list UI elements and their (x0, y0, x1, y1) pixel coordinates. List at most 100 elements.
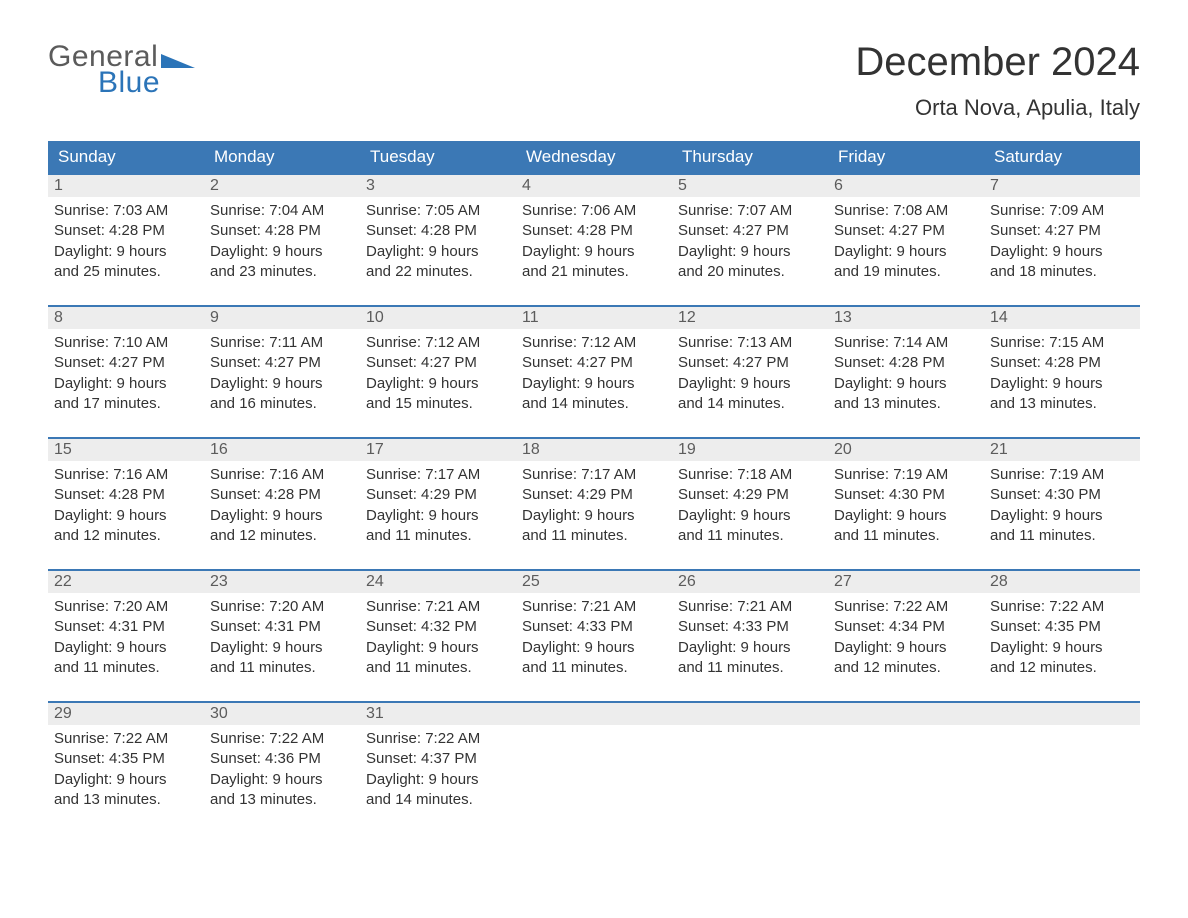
day-dl1: Daylight: 9 hours (834, 506, 978, 526)
day-number: 17 (360, 439, 516, 461)
day-number: 31 (360, 703, 516, 725)
day-dl2: and 13 minutes. (54, 790, 198, 810)
day-dl1: Daylight: 9 hours (678, 242, 822, 262)
day-dl1: Daylight: 9 hours (990, 242, 1134, 262)
day-dl1: Daylight: 9 hours (366, 506, 510, 526)
day-details: Sunrise: 7:16 AMSunset: 4:28 PMDaylight:… (204, 461, 360, 552)
day-sunset: Sunset: 4:28 PM (366, 221, 510, 241)
day-sunset: Sunset: 4:36 PM (210, 749, 354, 769)
day-number: 12 (672, 307, 828, 329)
day-sunrise: Sunrise: 7:20 AM (210, 597, 354, 617)
day-sunrise: Sunrise: 7:17 AM (522, 465, 666, 485)
day-sunrise: Sunrise: 7:03 AM (54, 201, 198, 221)
calendar-cell: 2 Sunrise: 7:04 AMSunset: 4:28 PMDaylight… (204, 173, 360, 305)
day-dl1: Daylight: 9 hours (54, 770, 198, 790)
day-number: 28 (984, 571, 1140, 593)
calendar-cell: 21Sunrise: 7:19 AMSunset: 4:30 PMDayligh… (984, 437, 1140, 569)
day-sunset: Sunset: 4:28 PM (990, 353, 1134, 373)
day-sunrise: Sunrise: 7:04 AM (210, 201, 354, 221)
day-cell: 5Sunrise: 7:07 AMSunset: 4:27 PMDaylight… (672, 173, 828, 288)
day-dl2: and 25 minutes. (54, 262, 198, 282)
day-dl2: and 19 minutes. (834, 262, 978, 282)
day-cell: 16Sunrise: 7:16 AMSunset: 4:28 PMDayligh… (204, 437, 360, 552)
day-dl1: Daylight: 9 hours (210, 770, 354, 790)
day-dl1: Daylight: 9 hours (522, 638, 666, 658)
day-sunset: Sunset: 4:29 PM (366, 485, 510, 505)
header-row: General Blue December 2024 Orta Nova, Ap… (48, 40, 1140, 121)
day-cell: 14Sunrise: 7:15 AMSunset: 4:28 PMDayligh… (984, 305, 1140, 420)
day-number: 20 (828, 439, 984, 461)
calendar-cell: 9Sunrise: 7:11 AMSunset: 4:27 PMDaylight… (204, 305, 360, 437)
day-sunrise: Sunrise: 7:17 AM (366, 465, 510, 485)
day-dl2: and 23 minutes. (210, 262, 354, 282)
day-sunset: Sunset: 4:27 PM (210, 353, 354, 373)
day-sunrise: Sunrise: 7:22 AM (834, 597, 978, 617)
day-number: 6 (828, 175, 984, 197)
day-number: 19 (672, 439, 828, 461)
day-number: 15 (48, 439, 204, 461)
calendar-body: 1Sunrise: 7:03 AMSunset: 4:28 PMDaylight… (48, 173, 1140, 833)
day-sunset: Sunset: 4:33 PM (678, 617, 822, 637)
day-dl1: Daylight: 9 hours (366, 770, 510, 790)
day-sunrise: Sunrise: 7:12 AM (522, 333, 666, 353)
day-sunset: Sunset: 4:29 PM (522, 485, 666, 505)
empty-cell (984, 701, 1140, 725)
day-dl2: and 17 minutes. (54, 394, 198, 414)
day-sunrise: Sunrise: 7:11 AM (210, 333, 354, 353)
day-details: Sunrise: 7:05 AMSunset: 4:28 PMDaylight:… (360, 197, 516, 288)
day-cell: 26Sunrise: 7:21 AMSunset: 4:33 PMDayligh… (672, 569, 828, 684)
day-details: Sunrise: 7:17 AMSunset: 4:29 PMDaylight:… (516, 461, 672, 552)
day-number: 2 (204, 175, 360, 197)
day-sunrise: Sunrise: 7:09 AM (990, 201, 1134, 221)
day-dl1: Daylight: 9 hours (678, 638, 822, 658)
day-cell: 3Sunrise: 7:05 AMSunset: 4:28 PMDaylight… (360, 173, 516, 288)
calendar-cell: 13Sunrise: 7:14 AMSunset: 4:28 PMDayligh… (828, 305, 984, 437)
day-sunset: Sunset: 4:27 PM (54, 353, 198, 373)
day-dl1: Daylight: 9 hours (210, 242, 354, 262)
day-dl1: Daylight: 9 hours (210, 638, 354, 658)
day-dl2: and 11 minutes. (834, 526, 978, 546)
day-dl2: and 11 minutes. (54, 658, 198, 678)
day-cell: 11Sunrise: 7:12 AMSunset: 4:27 PMDayligh… (516, 305, 672, 420)
weekday-header: Tuesday (360, 141, 516, 173)
day-cell: 28Sunrise: 7:22 AMSunset: 4:35 PMDayligh… (984, 569, 1140, 684)
calendar-cell: 27Sunrise: 7:22 AMSunset: 4:34 PMDayligh… (828, 569, 984, 701)
day-sunset: Sunset: 4:28 PM (834, 353, 978, 373)
day-dl1: Daylight: 9 hours (678, 506, 822, 526)
day-number: 21 (984, 439, 1140, 461)
weekday-header: Friday (828, 141, 984, 173)
day-details: Sunrise: 7:22 AMSunset: 4:34 PMDaylight:… (828, 593, 984, 684)
day-dl2: and 13 minutes. (834, 394, 978, 414)
day-sunrise: Sunrise: 7:14 AM (834, 333, 978, 353)
day-dl1: Daylight: 9 hours (678, 374, 822, 394)
day-cell: 12Sunrise: 7:13 AMSunset: 4:27 PMDayligh… (672, 305, 828, 420)
day-dl1: Daylight: 9 hours (522, 242, 666, 262)
day-number: 18 (516, 439, 672, 461)
day-cell: 2 Sunrise: 7:04 AMSunset: 4:28 PMDaylight… (204, 173, 360, 288)
calendar-header: SundayMondayTuesdayWednesdayThursdayFrid… (48, 141, 1140, 173)
day-details: Sunrise: 7:17 AMSunset: 4:29 PMDaylight:… (360, 461, 516, 552)
day-cell: 13Sunrise: 7:14 AMSunset: 4:28 PMDayligh… (828, 305, 984, 420)
empty-day-number (984, 703, 1140, 725)
day-sunset: Sunset: 4:32 PM (366, 617, 510, 637)
day-cell: 23Sunrise: 7:20 AMSunset: 4:31 PMDayligh… (204, 569, 360, 684)
day-sunset: Sunset: 4:35 PM (990, 617, 1134, 637)
day-sunrise: Sunrise: 7:21 AM (678, 597, 822, 617)
title-block: December 2024 Orta Nova, Apulia, Italy (855, 40, 1140, 121)
calendar-week-row: 29Sunrise: 7:22 AMSunset: 4:35 PMDayligh… (48, 701, 1140, 833)
day-sunset: Sunset: 4:28 PM (522, 221, 666, 241)
calendar-cell: 20Sunrise: 7:19 AMSunset: 4:30 PMDayligh… (828, 437, 984, 569)
day-dl2: and 12 minutes. (210, 526, 354, 546)
day-sunset: Sunset: 4:28 PM (210, 221, 354, 241)
day-details: Sunrise: 7:03 AMSunset: 4:28 PMDaylight:… (48, 197, 204, 288)
week-header-row: SundayMondayTuesdayWednesdayThursdayFrid… (48, 141, 1140, 173)
day-dl2: and 11 minutes. (210, 658, 354, 678)
calendar-week-row: 22Sunrise: 7:20 AMSunset: 4:31 PMDayligh… (48, 569, 1140, 701)
day-dl2: and 18 minutes. (990, 262, 1134, 282)
day-details: Sunrise: 7:15 AMSunset: 4:28 PMDaylight:… (984, 329, 1140, 420)
day-dl2: and 13 minutes. (990, 394, 1134, 414)
day-sunrise: Sunrise: 7:18 AM (678, 465, 822, 485)
day-sunset: Sunset: 4:27 PM (990, 221, 1134, 241)
day-dl2: and 11 minutes. (366, 658, 510, 678)
calendar-cell: 23Sunrise: 7:20 AMSunset: 4:31 PMDayligh… (204, 569, 360, 701)
